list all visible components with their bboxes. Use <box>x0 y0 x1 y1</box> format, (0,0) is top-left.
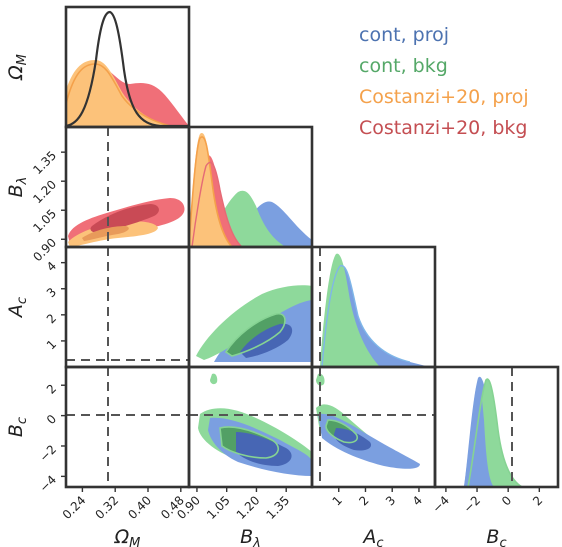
x-tick-label-p3: −2 <box>461 493 483 515</box>
bl-cost-proj-line <box>189 136 233 247</box>
panel-om-marginal <box>66 10 189 127</box>
x-axis-label-p0: ΩM <box>114 526 141 547</box>
panel-ac-bc <box>316 373 420 469</box>
panel-om-ac-frame <box>64 245 191 369</box>
y-tick-label-p3: 0 <box>44 412 59 427</box>
om-bl-cost-proj-inner <box>82 226 129 241</box>
om-prior-line <box>66 10 189 127</box>
y-tick-label-p2: 4 <box>44 259 59 274</box>
ac-cont-proj-line <box>321 265 411 367</box>
bl-cost-bkg-line <box>191 161 243 247</box>
panel-bl-bc <box>198 373 312 476</box>
x-tick-label-p0: 0.32 <box>93 493 122 522</box>
panel-bl-marginal <box>189 133 312 247</box>
om-cost-proj-line <box>66 63 171 127</box>
bl-bc-cont-proj-inner <box>236 432 292 466</box>
x-tick-label-p1: 1.35 <box>264 493 293 522</box>
y-tick-label-p2: 1 <box>44 337 59 352</box>
panel-bc-marginal <box>464 376 523 487</box>
bl-cost-proj-fill <box>189 133 232 247</box>
panel-bc-marginal-frame <box>433 365 560 489</box>
y-axis-label-p0: ΩM <box>5 54 30 81</box>
ac-cont-bkg-fill <box>320 253 380 367</box>
y-tick-label-p3: −2 <box>37 442 59 464</box>
panel-bl-ac <box>196 285 312 362</box>
ac-bc-cont-bkg-line <box>325 419 359 444</box>
x-tick-label-p3: −4 <box>430 493 452 515</box>
ac-bc-outlier <box>316 373 325 386</box>
legend-item-costanzi-bkg: Costanzi+20, bkg <box>359 117 528 139</box>
y-axis-label-p2: Ac <box>5 297 30 319</box>
x-tick-label-p3: 2 <box>530 493 545 508</box>
bl-ac-cont-bkg-inner <box>226 313 285 356</box>
y-tick-label-p2: 2 <box>44 311 59 326</box>
y-tick-label-p1: 1.05 <box>30 206 59 235</box>
x-tick-label-p2: 3 <box>383 493 398 508</box>
y-axis-label-p1: Bλ <box>5 177 30 198</box>
x-tick-label-p0: 0.40 <box>125 493 154 522</box>
x-tick-label-p1: 1.20 <box>234 493 263 522</box>
ac-bc-cont-proj-inner <box>334 428 372 451</box>
bl-ac-cont-bkg-line <box>224 312 286 357</box>
x-tick-label-p2: 4 <box>410 493 425 508</box>
bc-cont-bkg-line <box>467 378 523 487</box>
y-axis-label-p3: Bc <box>5 417 30 437</box>
om-cost-proj-fill <box>66 60 170 126</box>
panel-om-bl <box>68 198 185 247</box>
y-tick-label-p1: 1.35 <box>30 148 59 177</box>
y-tick-label-p2: 3 <box>44 285 59 300</box>
x-tick-label-p3: 0 <box>499 493 514 508</box>
legend-item-cont-bkg: cont, bkg <box>359 55 448 77</box>
x-tick-label-p0: 0.24 <box>60 493 89 522</box>
panel-ac-marginal <box>320 253 430 367</box>
bl-ac-cont-bkg-outer <box>196 285 312 360</box>
x-axis-label-p3: Bc <box>486 526 506 547</box>
legend-item-costanzi-proj: Costanzi+20, proj <box>359 86 529 108</box>
y-tick-label-p1: 1.20 <box>30 177 59 206</box>
legend-item-cont-proj: cont, proj <box>359 24 449 46</box>
x-tick-label-p2: 1 <box>330 493 345 508</box>
x-tick-label-p2: 2 <box>356 493 371 508</box>
bl-bc-cont-bkg-line <box>219 426 279 459</box>
x-axis-label-p2: Ac <box>361 526 383 547</box>
y-tick-label-p3: −4 <box>37 473 59 495</box>
panel-om-bc-frame <box>64 365 191 489</box>
x-axis-label-p1: Bλ <box>240 526 261 547</box>
x-tick-label-p1: 1.05 <box>204 493 233 522</box>
y-tick-label-p1: 0.90 <box>30 235 59 264</box>
bl-bc-outlier <box>210 373 218 385</box>
y-tick-label-p3: 2 <box>44 381 59 396</box>
